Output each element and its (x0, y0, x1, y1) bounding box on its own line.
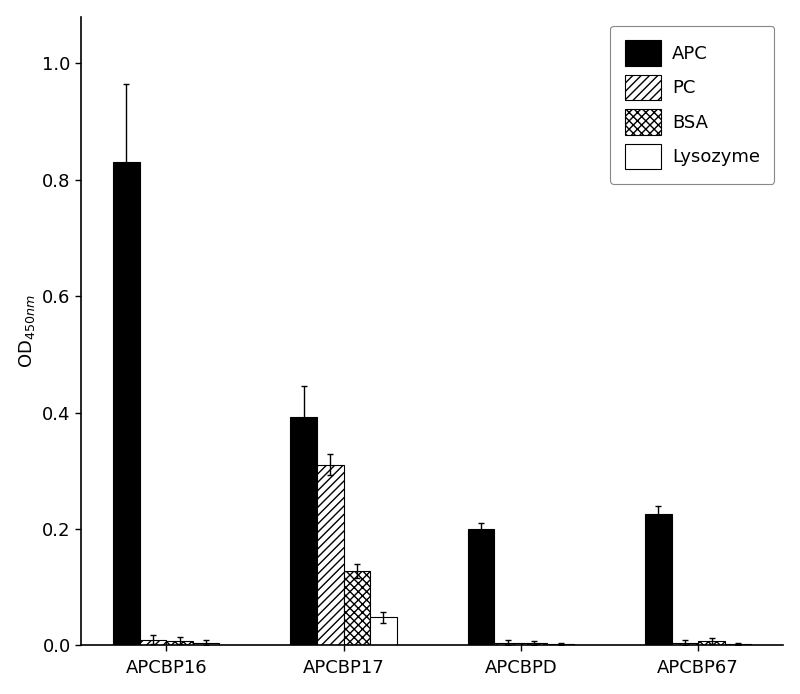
Bar (317, 465, 343, 645)
Legend: APC, PC, BSA, Lysozyme: APC, PC, BSA, Lysozyme (610, 26, 774, 184)
Bar (698, 641, 725, 645)
Bar (370, 618, 397, 645)
Bar (494, 643, 521, 645)
Bar (725, 644, 751, 645)
Bar (547, 644, 574, 645)
Bar (343, 571, 370, 645)
Bar (166, 641, 193, 645)
Bar (468, 529, 494, 645)
Bar (521, 643, 547, 645)
Bar (193, 643, 219, 645)
Bar (645, 514, 672, 645)
Bar (290, 416, 317, 645)
Bar (113, 162, 140, 645)
Bar (140, 640, 166, 645)
Y-axis label: OD$_{450nm}$: OD$_{450nm}$ (17, 294, 37, 368)
Bar (672, 643, 698, 645)
